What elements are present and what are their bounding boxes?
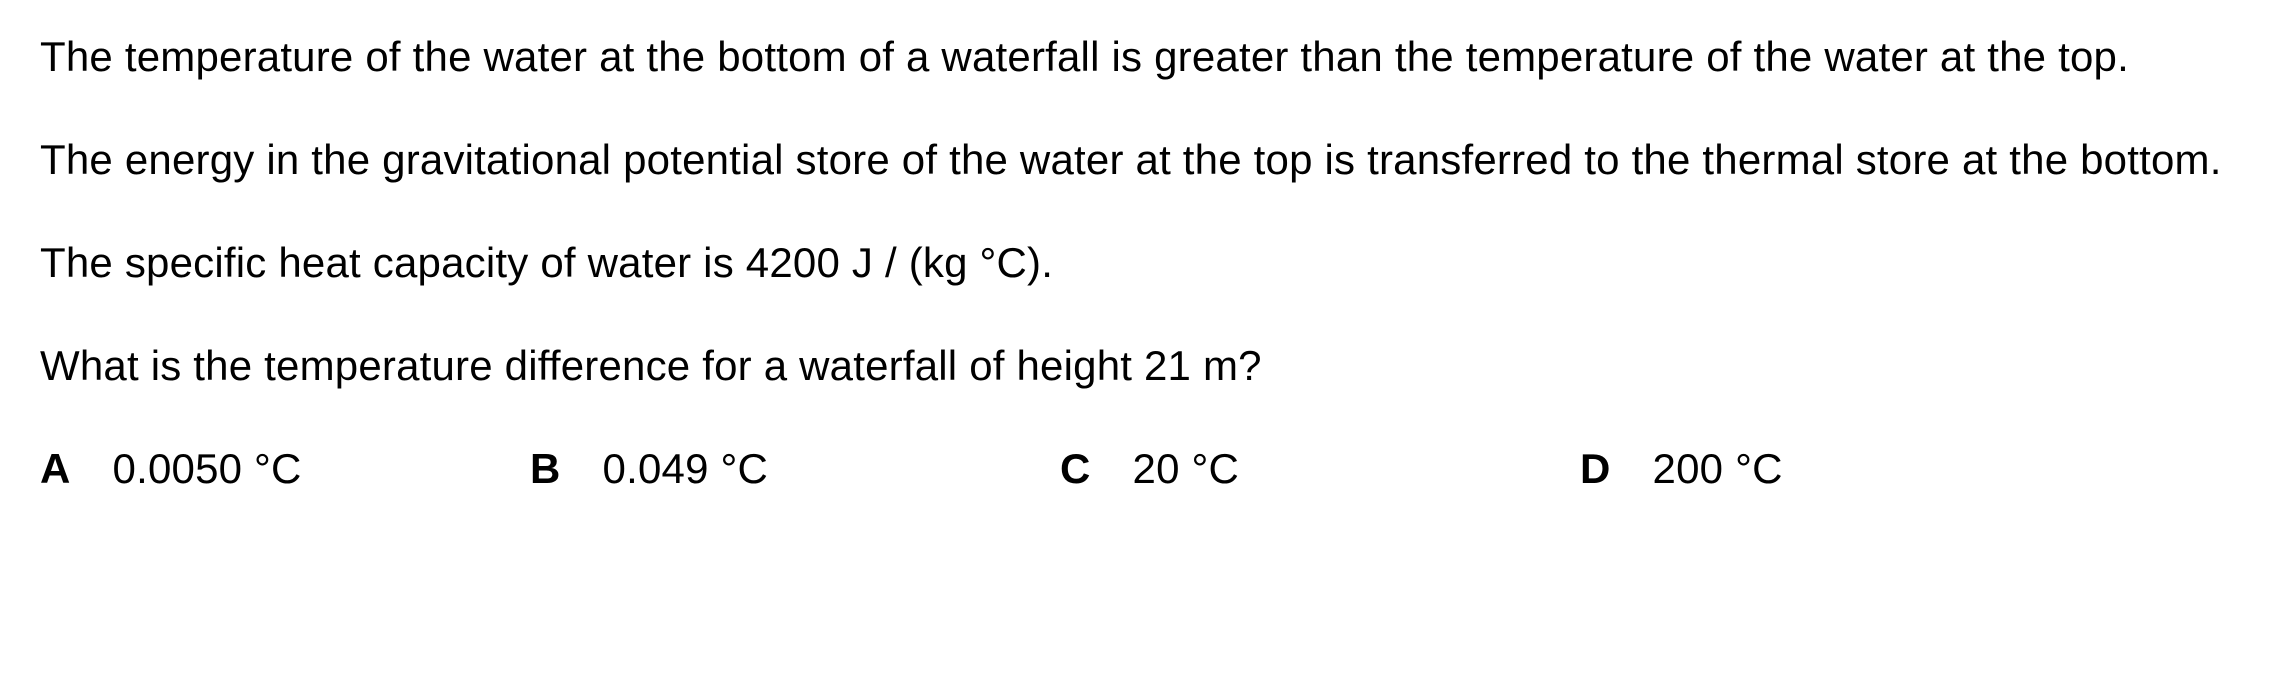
answer-options: A 0.0050 °C B 0.049 °C C 20 °C D 200 °C [40, 440, 2234, 497]
option-d-text: 200 °C [1653, 440, 1783, 497]
option-d-letter: D [1580, 440, 1611, 497]
question-page: The temperature of the water at the bott… [0, 0, 2274, 542]
option-a-text: 0.0050 °C [113, 440, 302, 497]
option-b-text: 0.049 °C [603, 440, 769, 497]
option-b[interactable]: B 0.049 °C [530, 440, 1060, 497]
option-c-letter: C [1060, 440, 1091, 497]
paragraph-1: The temperature of the water at the bott… [40, 28, 2234, 85]
paragraph-2: The energy in the gravitational potentia… [40, 131, 2234, 188]
option-d[interactable]: D 200 °C [1580, 440, 1783, 497]
paragraph-3: The specific heat capacity of water is 4… [40, 234, 2234, 291]
question-prompt: What is the temperature difference for a… [40, 337, 2234, 394]
option-c-text: 20 °C [1133, 440, 1240, 497]
option-b-letter: B [530, 440, 561, 497]
option-a[interactable]: A 0.0050 °C [40, 440, 530, 497]
option-c[interactable]: C 20 °C [1060, 440, 1580, 497]
option-a-letter: A [40, 440, 71, 497]
